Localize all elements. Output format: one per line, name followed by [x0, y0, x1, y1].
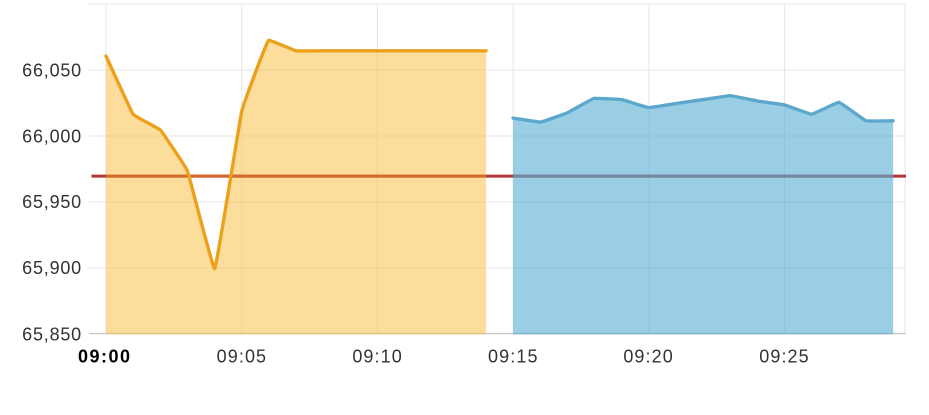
svg-text:09:10: 09:10: [352, 346, 403, 366]
svg-text:09:15: 09:15: [488, 346, 539, 366]
svg-text:09:20: 09:20: [623, 346, 674, 366]
svg-text:09:00: 09:00: [78, 346, 132, 366]
svg-text:66,050: 66,050: [22, 61, 82, 81]
svg-text:66,000: 66,000: [22, 126, 82, 146]
svg-text:09:05: 09:05: [217, 346, 268, 366]
svg-text:65,900: 65,900: [22, 258, 82, 278]
svg-text:09:25: 09:25: [759, 346, 810, 366]
svg-text:65,850: 65,850: [22, 325, 82, 345]
svg-text:65,950: 65,950: [22, 192, 82, 212]
